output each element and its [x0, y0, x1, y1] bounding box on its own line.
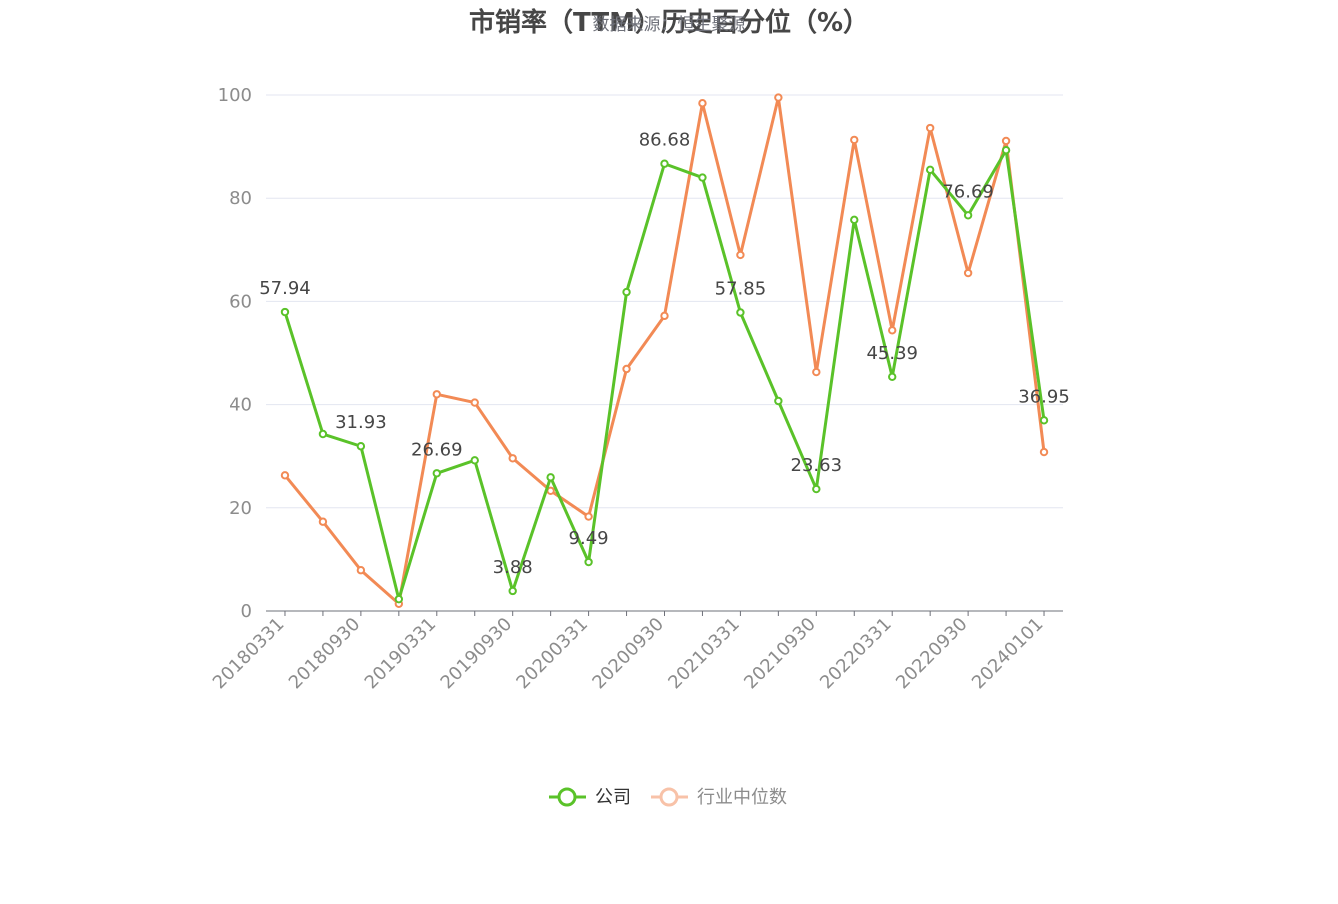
y-tick-label: 60	[229, 291, 252, 312]
data-point-industry	[470, 398, 479, 407]
data-point-company	[508, 586, 517, 596]
data-label: 86.68	[639, 130, 691, 151]
data-label: 76.69	[942, 181, 994, 202]
data-point-company	[660, 159, 669, 168]
data-point-company	[470, 456, 479, 465]
data-point-company	[736, 308, 745, 317]
data-point-industry	[698, 99, 707, 108]
data-point-company	[584, 557, 593, 567]
data-label: 23.63	[791, 455, 843, 476]
data-point-company	[546, 473, 555, 482]
data-point-industry	[850, 135, 859, 145]
data-point-industry	[963, 268, 973, 278]
data-point-company	[1039, 416, 1049, 425]
data-point-industry	[432, 390, 441, 399]
x-tick-label: 20190331	[361, 614, 441, 694]
data-point-industry	[925, 123, 935, 133]
x-tick-label: 20220331	[816, 614, 896, 694]
x-tick-label: 20180930	[285, 614, 365, 694]
data-point-company	[888, 372, 897, 381]
x-tick-label: 20220930	[892, 614, 972, 694]
data-point-company	[432, 469, 441, 478]
x-tick-label: 20200331	[512, 614, 592, 694]
data-point-industry	[508, 454, 517, 463]
data-label: 26.69	[411, 439, 463, 460]
data-point-company	[698, 173, 707, 182]
data-point-company	[356, 442, 366, 451]
data-label: 3.88	[493, 557, 533, 578]
data-point-company	[774, 396, 783, 406]
data-point-company	[850, 215, 859, 225]
x-tick-label: 20200930	[588, 614, 668, 694]
legend-marker-industry	[659, 787, 679, 807]
data-point-industry	[774, 93, 783, 102]
x-tick-label: 20180331	[209, 614, 289, 694]
series-line-company	[283, 148, 1046, 601]
x-tick-label: 20190930	[437, 614, 517, 694]
data-point-industry	[584, 512, 593, 521]
legend-label-industry: 行业中位数	[697, 787, 787, 808]
y-tick-label: 100	[218, 85, 252, 106]
data-point-industry	[356, 566, 366, 575]
data-point-company	[925, 165, 935, 175]
data-label: 45.39	[866, 343, 918, 364]
data-label: 57.85	[715, 278, 767, 299]
x-tick-label: 20210331	[664, 614, 744, 694]
data-point-industry	[280, 471, 290, 480]
data-label: 36.95	[1018, 386, 1070, 407]
x-tick-label: 20210930	[740, 614, 820, 694]
data-label: 9.49	[569, 528, 609, 549]
data-point-company	[280, 307, 290, 317]
data-point-industry	[1001, 136, 1011, 146]
data-point-industry	[660, 311, 669, 321]
data-point-industry	[812, 367, 821, 377]
y-tick-label: 40	[229, 395, 252, 416]
data-label: 57.94	[259, 278, 311, 299]
legend-label-company: 公司	[595, 787, 631, 808]
data-point-company	[394, 594, 404, 604]
x-tick-label: 20240101	[968, 614, 1048, 694]
data-point-company	[622, 287, 631, 297]
y-tick-label: 0	[241, 601, 252, 622]
data-point-industry	[1039, 447, 1049, 457]
data-point-company	[963, 211, 973, 220]
data-point-company	[1001, 146, 1011, 155]
y-tick-label: 80	[229, 188, 252, 209]
chart-title: 市销率（TTM）历史百分位（%）	[469, 8, 869, 38]
y-tick-label: 20	[229, 498, 252, 519]
data-point-industry	[736, 250, 745, 260]
chart-subtitle: 数据来源：恒生聚源	[592, 15, 746, 35]
data-point-company	[318, 429, 328, 439]
data-point-industry	[888, 326, 897, 335]
legend-marker-company	[557, 787, 577, 807]
data-point-industry	[318, 517, 328, 526]
data-label: 31.93	[335, 412, 387, 433]
data-point-industry	[622, 364, 631, 374]
data-point-company	[812, 484, 821, 494]
